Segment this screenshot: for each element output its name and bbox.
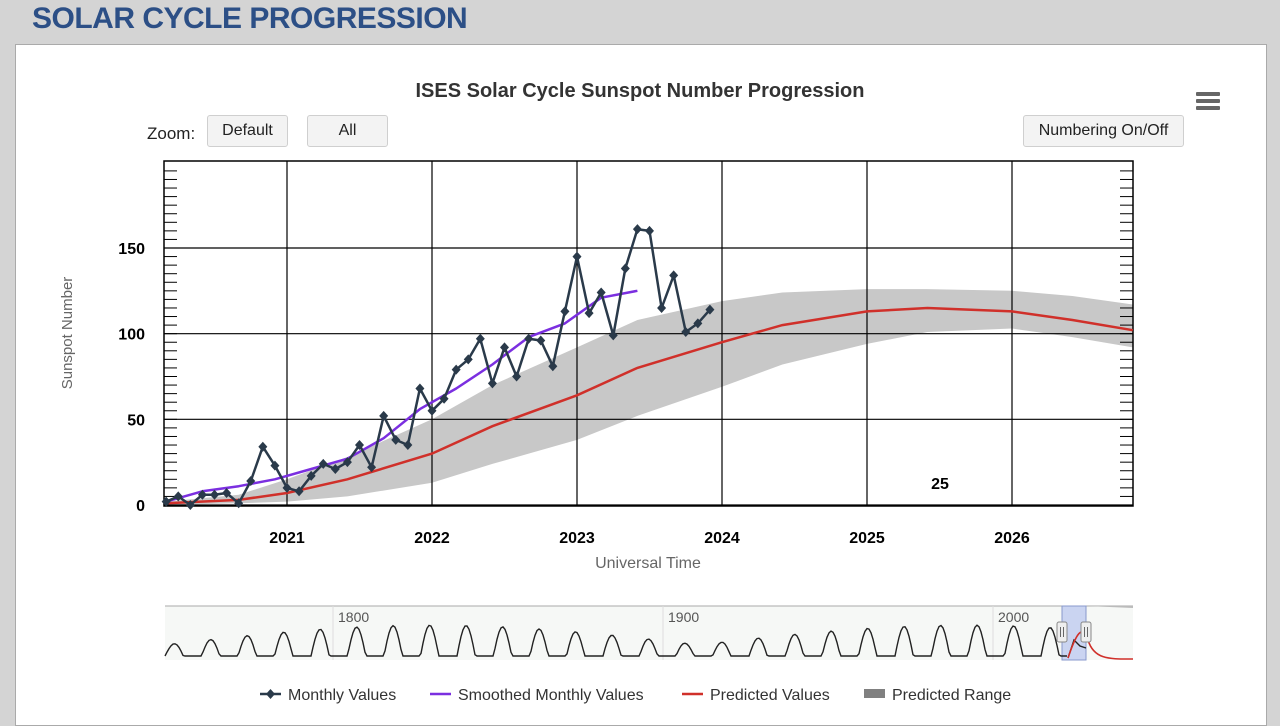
legend-label: Smoothed Monthly Values [458, 687, 644, 704]
monthly-value-point [403, 440, 413, 451]
navigator-tick-label: 1800 [338, 609, 369, 625]
monthly-value-point [705, 304, 715, 315]
chart-svg: ISES Solar Cycle Sunspot Number Progress… [59, 80, 1134, 704]
monthly-value-point [222, 488, 232, 499]
monthly-value-point [330, 464, 340, 475]
zoom-label: Zoom: [147, 124, 196, 143]
cycle-number-label: 25 [931, 476, 949, 493]
monthly-value-point [693, 318, 703, 329]
y-tick-label: 50 [127, 412, 145, 429]
x-tick-label: 2024 [704, 530, 740, 547]
monthly-value-point [632, 224, 642, 235]
monthly-value-point [620, 263, 630, 274]
monthly-value-point [258, 441, 268, 452]
hamburger-menu-icon[interactable] [1196, 92, 1220, 112]
monthly-value-point [608, 330, 618, 341]
x-axis-label: Universal Time [595, 555, 701, 572]
x-tick-label: 2025 [849, 530, 885, 547]
navigator-tick-label: 1900 [668, 609, 699, 625]
zoom-all-button[interactable]: All [307, 115, 388, 147]
legend-label: Monthly Values [288, 687, 396, 704]
monthly-value-point [475, 333, 485, 344]
legend-label: Predicted Range [892, 687, 1011, 704]
monthly-value-point [645, 225, 654, 236]
monthly-value-point [536, 335, 546, 346]
legend-item[interactable]: Predicted Range [864, 687, 1011, 704]
y-tick-label: 100 [118, 327, 145, 344]
monthly-value-point [500, 342, 509, 353]
monthly-value-point [451, 364, 461, 375]
monthly-value-point [318, 458, 328, 469]
monthly-value-point [524, 333, 534, 344]
navigator-handle[interactable] [1080, 621, 1092, 643]
monthly-value-point [185, 500, 195, 510]
monthly-value-point [282, 482, 292, 493]
zoom-default-button[interactable]: Default [207, 115, 288, 147]
predicted-values-line [166, 306, 1134, 505]
monthly-value-point [427, 405, 437, 416]
legend-label: Predicted Values [710, 687, 830, 704]
navigator-range-sliver [1086, 606, 1133, 608]
monthly-value-point [294, 486, 304, 497]
monthly-value-point [355, 440, 364, 451]
y-tick-label: 150 [118, 241, 145, 258]
monthly-value-point [584, 308, 594, 319]
legend-marker-symbol [266, 689, 275, 699]
monthly-value-point [669, 270, 679, 281]
monthly-value-point [512, 371, 522, 382]
monthly-value-point [572, 251, 582, 262]
legend-item[interactable]: Monthly Values [260, 687, 396, 704]
monthly-value-point [560, 306, 570, 317]
monthly-value-point [463, 354, 473, 365]
legend-item[interactable]: Smoothed Monthly Values [430, 687, 644, 704]
monthly-value-point [657, 302, 667, 313]
smoothed-values-line [165, 289, 638, 503]
monthly-value-point [270, 460, 280, 471]
monthly-value-point [439, 393, 449, 404]
monthly-value-point [487, 378, 497, 389]
monthly-value-point [391, 434, 401, 445]
page-title: SOLAR CYCLE PROGRESSION [32, 2, 468, 35]
monthly-value-point [246, 476, 256, 487]
navigator-handle[interactable] [1056, 621, 1068, 643]
navigator-history-line [164, 624, 1067, 657]
x-tick-label: 2026 [994, 530, 1030, 547]
monthly-value-point [197, 489, 207, 500]
monthly-value-point [681, 326, 691, 337]
x-tick-label: 2021 [269, 530, 305, 547]
monthly-value-point [596, 287, 606, 298]
monthly-values-line [165, 227, 711, 507]
y-tick-label: 0 [136, 498, 145, 515]
y-axis-label: Sunspot Number [59, 277, 76, 390]
predicted-range-band [166, 289, 1133, 505]
x-tick-label: 2022 [414, 530, 450, 547]
legend-item[interactable]: Predicted Values [682, 687, 830, 704]
monthly-value-point [367, 462, 377, 473]
navigator-background [165, 606, 1133, 660]
legend-range-symbol [864, 689, 885, 698]
monthly-value-point [306, 470, 316, 481]
navigator-tick-label: 2000 [998, 609, 1029, 625]
monthly-value-point [161, 496, 171, 507]
x-tick-label: 2023 [559, 530, 595, 547]
numbering-toggle-button[interactable]: Numbering On/Off [1023, 115, 1184, 147]
monthly-value-point [234, 498, 244, 509]
monthly-value-point [342, 457, 352, 468]
monthly-value-point [548, 361, 558, 372]
monthly-value-point [210, 489, 219, 500]
monthly-value-point [415, 383, 425, 394]
monthly-value-point [173, 491, 183, 502]
chart-title: ISES Solar Cycle Sunspot Number Progress… [415, 80, 864, 102]
monthly-value-point [379, 410, 389, 421]
